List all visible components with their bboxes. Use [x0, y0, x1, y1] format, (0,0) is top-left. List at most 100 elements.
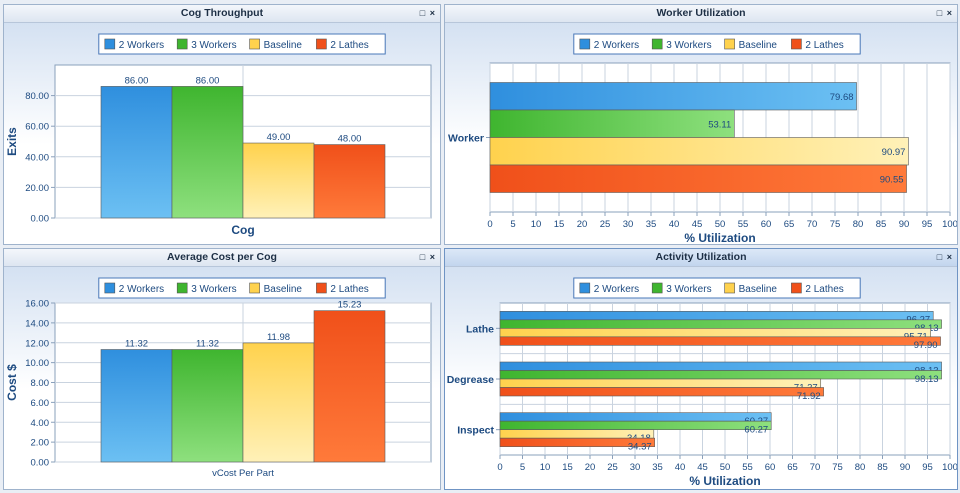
bar-2-lathes: [313, 310, 386, 463]
x-tick-label: 70: [810, 462, 821, 473]
value-label-2-workers: 11.32: [125, 339, 148, 350]
x-tick-label: 5: [520, 462, 525, 473]
restore-icon[interactable]: □: [419, 8, 427, 18]
legend-label-2-lathes: 2 Lathes: [805, 284, 843, 295]
y-tick-label: 16.00: [25, 299, 49, 310]
x-tick-label: 65: [784, 219, 795, 230]
legend-swatch-baseline: [249, 38, 260, 50]
average-cost-chart: 2 Workers 3 Workers Baseline 2 Lathes 0.00 2.…: [5, 277, 432, 479]
legend-label-3-workers: 3 Workers: [666, 284, 711, 295]
legend-swatch-3-workers: [176, 282, 188, 294]
y-tick-label: 14.00: [25, 318, 49, 329]
category-label-degrease: Degrease: [447, 374, 494, 386]
y-tick-label: 12.00: [25, 338, 49, 349]
x-tick-label: 55: [738, 219, 749, 230]
value-label-baseline: 49.00: [267, 132, 291, 143]
bar-lathe-baseline: [499, 328, 931, 338]
legend-swatch-2-lathes: [316, 282, 327, 294]
legend-swatch-3-workers: [651, 282, 663, 294]
panel-cog-throughput: Cog Throughput □ × 2 Workers 3 Workers Bas…: [3, 4, 441, 245]
panel-activity-utilization: Activity Utilization □ × 2 Workers 3 Work…: [444, 248, 958, 490]
bar-lathe-2-workers: [499, 311, 934, 321]
legend-label-3-workers: 3 Workers: [191, 40, 236, 51]
x-tick-label: 50: [715, 219, 726, 230]
legend-swatch-baseline: [724, 282, 735, 294]
x-tick-label: 55: [742, 462, 753, 473]
x-category-label: vCost Per Part: [212, 468, 274, 479]
x-tick-label: 95: [922, 219, 933, 230]
x-tick-label: 25: [600, 219, 611, 230]
close-icon[interactable]: ×: [429, 252, 436, 262]
close-icon[interactable]: ×: [946, 252, 953, 262]
value-label-worker-3-workers: 53.11: [708, 119, 731, 130]
y-tick-label: 40.00: [25, 152, 49, 163]
restore-icon[interactable]: □: [936, 252, 944, 262]
bar-baseline: [242, 142, 315, 219]
x-tick-label: 35: [652, 462, 663, 473]
bar-2-workers: [100, 86, 173, 219]
x-tick-label: 40: [675, 462, 686, 473]
legend-label-2-lathes: 2 Lathes: [805, 40, 843, 51]
value-label-inspect-3-workers: 60.27: [744, 424, 768, 435]
panel-title: Cog Throughput: [180, 7, 264, 19]
y-axis-title: Exits: [5, 127, 19, 156]
legend-box: [98, 33, 386, 55]
x-tick-label: 10: [540, 462, 551, 473]
legend-swatch-2-lathes: [791, 38, 802, 50]
legend-swatch-3-workers: [651, 38, 663, 50]
legend-label-2-workers: 2 Workers: [119, 284, 164, 295]
value-label-degrease-2-lathes: 71.92: [797, 391, 821, 402]
bar-inspect-2-workers: [499, 412, 772, 422]
legend-label-2-lathes: 2 Lathes: [330, 40, 368, 51]
panel-title: Activity Utilization: [655, 251, 747, 263]
x-tick-label: 100: [942, 462, 957, 473]
panel-worker-utilization: Worker Utilization □ × 2 Workers 3 Worker…: [444, 4, 958, 245]
panel-window-buttons: □ ×: [937, 5, 953, 22]
bar-inspect-2-lathes: [499, 437, 655, 447]
value-label-worker-baseline: 90.97: [882, 147, 906, 158]
legend-box: [573, 33, 861, 55]
y-tick-label: 60.00: [25, 122, 49, 133]
y-tick-label: 80.00: [25, 91, 49, 102]
x-axis-title: Cog: [231, 223, 254, 237]
y-tick-label: 0.00: [31, 214, 50, 225]
panel-window-buttons: □ ×: [420, 249, 436, 266]
x-tick-label: 90: [899, 219, 910, 230]
chart-body: 2 Workers 3 Workers Baseline 2 Lathes 0 5 10 15…: [445, 23, 957, 244]
bar-degrease-3-workers: [499, 370, 942, 380]
legend-label-baseline: Baseline: [264, 284, 303, 295]
x-tick-label: 35: [646, 219, 657, 230]
x-tick-label: 60: [761, 219, 772, 230]
panel-title: Average Cost per Cog: [167, 251, 277, 263]
restore-icon[interactable]: □: [419, 252, 427, 262]
panel-window-buttons: □ ×: [937, 249, 953, 266]
legend-label-baseline: Baseline: [739, 284, 778, 295]
bar-degrease-baseline: [499, 378, 822, 388]
panel-title: Worker Utilization: [656, 7, 746, 19]
legend-label-3-workers: 3 Workers: [666, 40, 711, 51]
legend-label-2-lathes: 2 Lathes: [330, 284, 368, 295]
panel-title-bar: Activity Utilization □ ×: [445, 249, 957, 267]
restore-icon[interactable]: □: [936, 8, 944, 18]
x-tick-label: 60: [765, 462, 776, 473]
category-label-worker: Worker: [448, 133, 484, 145]
x-tick-label: 40: [669, 219, 680, 230]
chart-body: 2 Workers 3 Workers Baseline 2 Lathes 0 5 10 15…: [445, 267, 957, 489]
x-tick-label: 85: [876, 219, 887, 230]
legend-swatch-2-lathes: [791, 282, 802, 294]
chart-body: 2 Workers 3 Workers Baseline 2 Lathes 0.00 20…: [4, 23, 440, 244]
legend-label-2-workers: 2 Workers: [594, 40, 639, 51]
activity-utilization-chart: 2 Workers 3 Workers Baseline 2 Lathes 0 5 10 15…: [447, 277, 957, 488]
panel-window-buttons: □ ×: [420, 5, 436, 22]
y-tick-label: 2.00: [31, 438, 50, 449]
close-icon[interactable]: ×: [946, 8, 953, 18]
x-axis-title: % Utilization: [684, 231, 755, 244]
value-label-inspect-2-lathes: 34.37: [628, 441, 652, 452]
bar-worker-2-lathes: [489, 164, 907, 193]
x-tick-label: 100: [942, 219, 957, 230]
cog-throughput-chart: 2 Workers 3 Workers Baseline 2 Lathes 0.00 20…: [5, 33, 432, 237]
bar-worker-2-workers: [489, 82, 857, 111]
x-tick-label: 30: [623, 219, 634, 230]
bar-worker-3-workers: [489, 109, 735, 138]
close-icon[interactable]: ×: [429, 8, 436, 18]
